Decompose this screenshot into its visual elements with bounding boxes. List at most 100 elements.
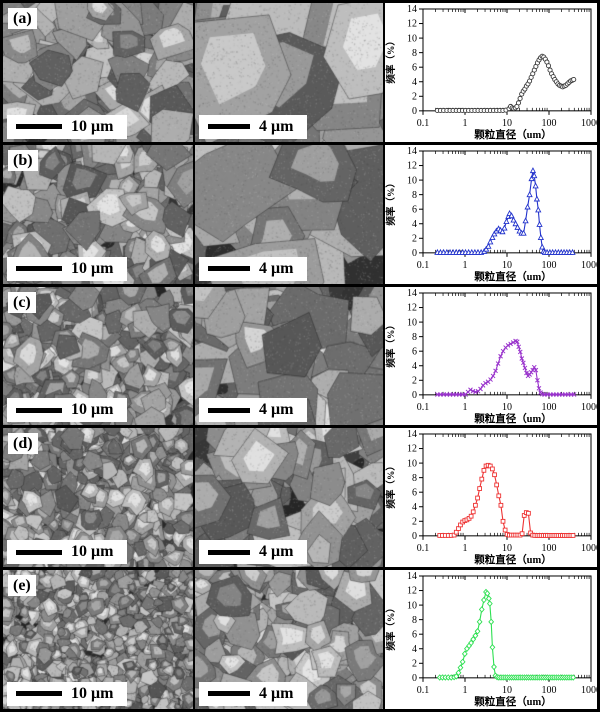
svg-text:颗粒直径（um）: 颗粒直径（um） bbox=[474, 270, 552, 283]
svg-text:14: 14 bbox=[407, 4, 417, 15]
svg-text:频率（%）: 频率（%） bbox=[385, 462, 397, 509]
figure-row-c: (c) 10 μm 4 μm 0 2 4 6 8 10 12 14 0.1 1 10 100 1000 频… bbox=[3, 286, 597, 426]
scale-bar: 10 μm bbox=[7, 114, 128, 139]
svg-text:1: 1 bbox=[462, 401, 467, 412]
particle-size-distribution-plot: 0 2 4 6 8 10 12 14 0.1 1 10 100 1000 频率（%） 颗粒直径（um） bbox=[385, 571, 597, 708]
svg-text:颗粒直径（um）: 颗粒直径（um） bbox=[474, 411, 552, 424]
svg-text:0.1: 0.1 bbox=[417, 260, 429, 271]
panel-label: (e) bbox=[8, 575, 36, 597]
svg-text:10: 10 bbox=[407, 459, 417, 470]
scale-bar-label: 4 μm bbox=[259, 543, 294, 561]
svg-text:10: 10 bbox=[502, 685, 512, 696]
sem-high-mag-d: 4 μm bbox=[195, 428, 383, 568]
svg-text:12: 12 bbox=[407, 586, 417, 597]
svg-text:1: 1 bbox=[462, 685, 467, 696]
svg-text:1000: 1000 bbox=[581, 401, 597, 412]
svg-text:频率（%）: 频率（%） bbox=[385, 178, 397, 225]
figure-row-b: (b) 10 μm 4 μm 0 2 4 6 8 10 12 14 0.1 1 10 100 1000 频… bbox=[3, 144, 597, 284]
psd-chart-b: 0 2 4 6 8 10 12 14 0.1 1 10 100 1000 频率（%） 颗粒直径（um） bbox=[385, 144, 597, 284]
svg-text:0.1: 0.1 bbox=[417, 543, 429, 554]
svg-text:1000: 1000 bbox=[581, 685, 597, 696]
particle-size-distribution-plot: 0 2 4 6 8 10 12 14 0.1 1 10 100 1000 频率（%） 颗粒直径（um） bbox=[385, 146, 597, 283]
sem-high-mag-c: 4 μm bbox=[195, 286, 383, 426]
svg-text:14: 14 bbox=[407, 430, 417, 441]
svg-text:12: 12 bbox=[407, 302, 417, 313]
svg-text:14: 14 bbox=[407, 288, 417, 299]
svg-text:4: 4 bbox=[412, 77, 417, 88]
svg-text:100: 100 bbox=[542, 118, 557, 129]
scale-bar-line bbox=[16, 691, 62, 697]
scale-bar-line bbox=[16, 549, 62, 555]
svg-text:1000: 1000 bbox=[581, 260, 597, 271]
sem-low-mag-c: (c) 10 μm bbox=[3, 286, 193, 426]
svg-text:10: 10 bbox=[407, 600, 417, 611]
svg-text:6: 6 bbox=[412, 488, 417, 499]
particle-size-distribution-plot: 0 2 4 6 8 10 12 14 0.1 1 10 100 1000 频率（%） 颗粒直径（um） bbox=[385, 430, 597, 567]
svg-text:4: 4 bbox=[412, 361, 417, 372]
svg-text:12: 12 bbox=[407, 19, 417, 30]
scale-bar-line bbox=[208, 549, 250, 555]
svg-text:颗粒直径（um）: 颗粒直径（um） bbox=[474, 553, 552, 566]
figure-row-e: (e) 10 μm 4 μm 0 2 4 6 8 10 12 14 0.1 1 10 100 1000 频… bbox=[3, 570, 597, 709]
svg-text:8: 8 bbox=[412, 473, 417, 484]
sem-high-mag-a: 4 μm bbox=[195, 3, 383, 142]
svg-text:8: 8 bbox=[412, 190, 417, 201]
svg-text:1000: 1000 bbox=[581, 543, 597, 554]
svg-text:100: 100 bbox=[542, 260, 557, 271]
svg-text:6: 6 bbox=[412, 62, 417, 73]
scale-bar-label: 10 μm bbox=[71, 117, 114, 135]
svg-text:8: 8 bbox=[412, 48, 417, 59]
scale-bar-line bbox=[208, 266, 250, 272]
svg-text:4: 4 bbox=[412, 644, 417, 655]
svg-text:1: 1 bbox=[462, 543, 467, 554]
scale-bar-label: 4 μm bbox=[259, 684, 294, 702]
scale-bar-label: 4 μm bbox=[259, 401, 294, 419]
svg-text:频率（%）: 频率（%） bbox=[385, 603, 397, 650]
svg-text:2: 2 bbox=[412, 659, 417, 670]
svg-text:1: 1 bbox=[462, 118, 467, 129]
svg-text:1: 1 bbox=[462, 260, 467, 271]
svg-text:0: 0 bbox=[412, 248, 417, 259]
figure-row-d: (d) 10 μm 4 μm 0 2 4 6 8 10 12 14 0.1 1 10 100 1000 频… bbox=[3, 428, 597, 568]
scale-bar-label: 10 μm bbox=[71, 684, 114, 702]
scale-bar: 4 μm bbox=[199, 681, 308, 706]
scale-bar-line bbox=[16, 266, 62, 272]
svg-text:14: 14 bbox=[407, 146, 417, 157]
svg-text:10: 10 bbox=[502, 118, 512, 129]
scale-bar: 4 μm bbox=[199, 398, 308, 423]
panel-label: (d) bbox=[8, 433, 38, 455]
svg-text:频率（%）: 频率（%） bbox=[385, 36, 397, 83]
svg-text:2: 2 bbox=[412, 233, 417, 244]
scale-bar-label: 4 μm bbox=[259, 117, 294, 135]
sem-low-mag-b: (b) 10 μm bbox=[3, 144, 193, 284]
scale-bar: 4 μm bbox=[199, 540, 308, 565]
svg-text:4: 4 bbox=[412, 219, 417, 230]
psd-chart-d: 0 2 4 6 8 10 12 14 0.1 1 10 100 1000 频率（%） 颗粒直径（um） bbox=[385, 428, 597, 568]
svg-text:100: 100 bbox=[542, 543, 557, 554]
svg-text:频率（%）: 频率（%） bbox=[385, 320, 397, 367]
sem-high-mag-e: 4 μm bbox=[195, 570, 383, 709]
scale-bar: 10 μm bbox=[7, 681, 128, 706]
sem-high-mag-b: 4 μm bbox=[195, 144, 383, 284]
svg-text:6: 6 bbox=[412, 346, 417, 357]
svg-text:0: 0 bbox=[412, 531, 417, 542]
svg-text:14: 14 bbox=[407, 571, 417, 582]
svg-text:2: 2 bbox=[412, 91, 417, 102]
scale-bar-line bbox=[208, 407, 250, 413]
svg-text:10: 10 bbox=[502, 401, 512, 412]
scale-bar-label: 10 μm bbox=[71, 259, 114, 277]
svg-text:12: 12 bbox=[407, 161, 417, 172]
svg-text:100: 100 bbox=[542, 401, 557, 412]
svg-text:颗粒直径（um）: 颗粒直径（um） bbox=[474, 128, 552, 141]
svg-text:10: 10 bbox=[502, 543, 512, 554]
particle-size-distribution-plot: 0 2 4 6 8 10 12 14 0.1 1 10 100 1000 频率（%） 颗粒直径（um） bbox=[385, 288, 597, 425]
sem-low-mag-e: (e) 10 μm bbox=[3, 570, 193, 709]
scale-bar-label: 10 μm bbox=[71, 401, 114, 419]
svg-text:0: 0 bbox=[412, 673, 417, 684]
scale-bar-line bbox=[208, 124, 250, 130]
panel-label: (a) bbox=[8, 8, 37, 29]
figure-row-a: (a) 10 μm 4 μm 0 2 4 6 8 10 12 14 0.1 1 10 100 1000 频… bbox=[3, 3, 597, 142]
svg-text:1000: 1000 bbox=[581, 118, 597, 129]
svg-text:6: 6 bbox=[412, 630, 417, 641]
svg-text:12: 12 bbox=[407, 444, 417, 455]
